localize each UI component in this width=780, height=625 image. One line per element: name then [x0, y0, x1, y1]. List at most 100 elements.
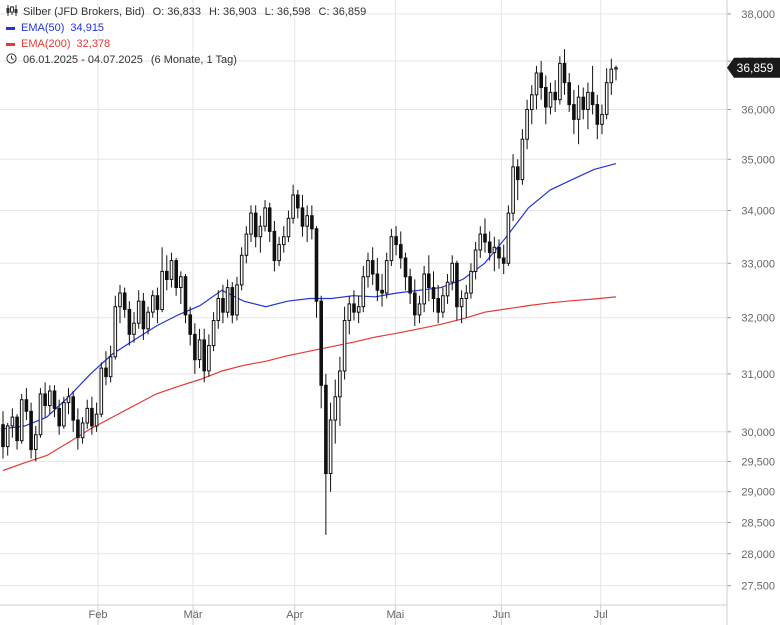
candle	[370, 247, 375, 285]
candle	[595, 94, 600, 140]
candle	[427, 255, 431, 302]
candle	[455, 260, 459, 321]
candle-body	[80, 422, 85, 439]
candle-body	[165, 270, 169, 280]
candle-body	[319, 300, 323, 386]
candle-body	[52, 390, 57, 409]
candle-body	[277, 244, 281, 262]
candle	[511, 154, 515, 221]
candle-body	[422, 273, 426, 305]
candle	[169, 252, 174, 288]
candle-body	[492, 246, 497, 254]
candle	[57, 399, 62, 435]
candle-body	[501, 257, 506, 264]
candle-body	[76, 419, 80, 439]
candle	[10, 408, 15, 438]
candle-body	[263, 207, 267, 227]
candle	[417, 295, 422, 324]
candle-body	[71, 396, 76, 421]
candle-body	[151, 295, 155, 313]
candle-body	[548, 91, 553, 108]
candle	[478, 226, 483, 258]
candle	[464, 284, 469, 318]
candle-body	[314, 228, 319, 302]
candle	[356, 295, 361, 324]
y-tick-label: 35,000	[741, 154, 775, 166]
candle-body	[408, 276, 412, 294]
candle	[501, 244, 506, 275]
candle-body	[347, 303, 352, 321]
candle-body	[1, 424, 5, 448]
candle	[225, 279, 230, 318]
candle	[244, 226, 249, 264]
candle-body	[370, 260, 375, 275]
candle	[431, 271, 436, 313]
instrument-name: Silber (JFD Brokers, Bid)	[23, 6, 145, 18]
candle-body	[590, 91, 595, 106]
candle-body	[207, 345, 211, 372]
candle-body	[530, 94, 534, 111]
candle-body	[516, 166, 520, 181]
candle	[600, 104, 604, 135]
candle-body	[464, 292, 469, 299]
candle	[590, 65, 595, 115]
ema200-legend-row: EMA(200) 32,378	[6, 36, 366, 52]
open-value: O: 36,833	[152, 6, 201, 18]
ema50-line	[2, 163, 617, 430]
candle-body	[576, 96, 581, 120]
candle-body	[469, 270, 473, 294]
candle-body	[193, 333, 197, 361]
candle	[361, 265, 366, 313]
candle	[235, 276, 239, 321]
y-tick-label: 27,500	[741, 581, 775, 593]
candle-body	[235, 284, 239, 316]
candle	[179, 271, 183, 304]
candle	[347, 295, 352, 335]
candle-body	[595, 104, 600, 125]
candle	[520, 129, 525, 185]
candle-body	[338, 370, 342, 398]
candle	[553, 80, 558, 112]
period-row: 06.01.2025 - 04.07.2025 (6 Monate, 1 Tag…	[6, 52, 366, 68]
x-tick-label: Jun	[492, 609, 510, 621]
y-tick-label: 31,000	[741, 369, 775, 381]
candle-body	[202, 339, 206, 372]
candle-body	[366, 260, 370, 278]
candle	[296, 189, 300, 219]
candle	[506, 205, 511, 266]
candle	[282, 226, 286, 253]
y-tick-label: 29,000	[741, 487, 775, 499]
candle	[544, 75, 548, 125]
x-tick-label: Jul	[594, 609, 608, 621]
candle	[34, 425, 38, 462]
candle	[319, 295, 323, 409]
candle-body	[43, 393, 47, 406]
candle	[24, 388, 29, 421]
candle	[487, 231, 492, 261]
candle-body	[600, 113, 604, 125]
candle-body	[506, 212, 511, 264]
candle	[408, 268, 412, 304]
candle	[445, 274, 450, 304]
candle-body	[300, 207, 305, 227]
candle-body	[389, 236, 394, 262]
candle-body	[179, 276, 183, 289]
candle	[338, 356, 342, 426]
candle	[174, 257, 178, 296]
candle	[267, 202, 272, 243]
ema50-value: 34,915	[70, 22, 105, 34]
candle	[572, 89, 576, 135]
candle	[413, 279, 417, 327]
candle-body	[19, 399, 24, 442]
y-tick-label: 38,000	[741, 9, 775, 21]
candle-body	[431, 287, 436, 300]
candle-body	[361, 276, 366, 308]
candle	[380, 274, 384, 307]
candle	[197, 328, 202, 369]
candle	[389, 228, 394, 266]
candle	[436, 284, 440, 324]
clock-icon	[6, 53, 18, 67]
y-tick-label: 29,500	[741, 457, 775, 469]
